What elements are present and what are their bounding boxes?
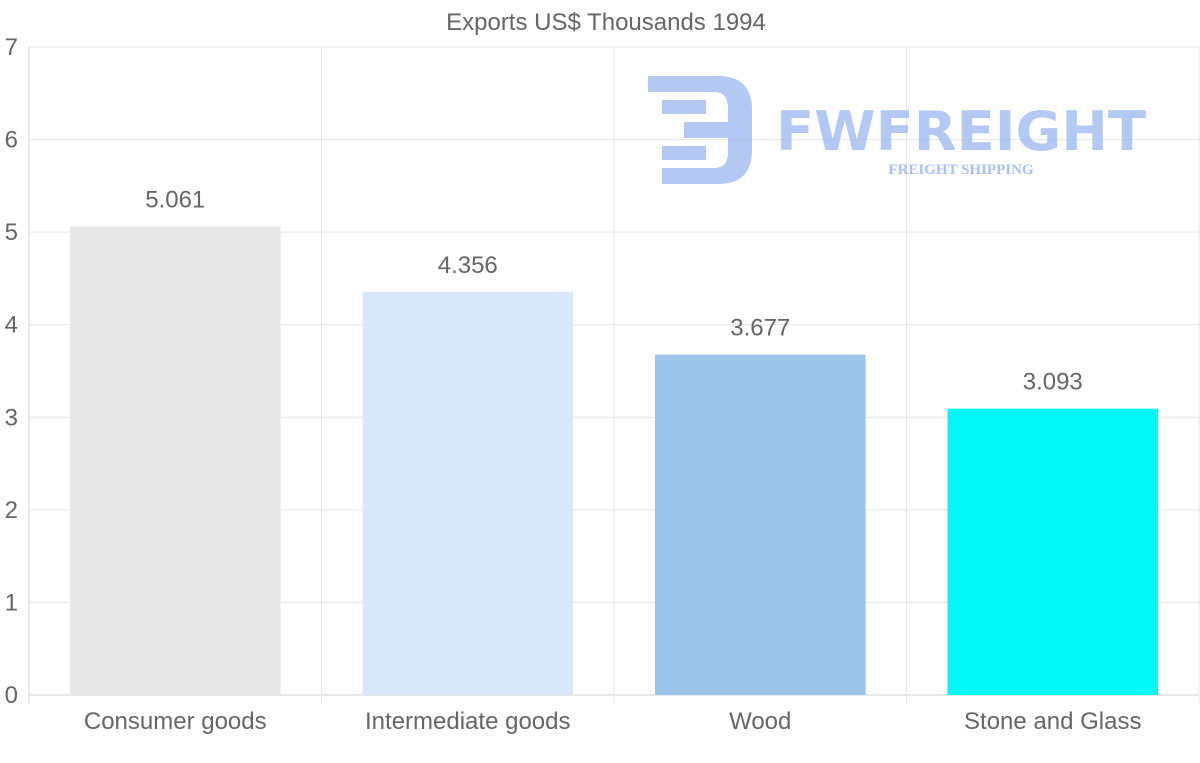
fwfreight-logo-mark bbox=[648, 76, 752, 184]
bar bbox=[69, 226, 281, 695]
bar bbox=[654, 354, 866, 695]
y-tick-label: 5 bbox=[5, 219, 18, 246]
y-tick-label: 6 bbox=[5, 127, 18, 154]
data-label: 4.356 bbox=[438, 252, 498, 279]
watermark-tagline: FREIGHT SHIPPING bbox=[888, 162, 1033, 178]
y-tick-label: 4 bbox=[5, 312, 18, 339]
y-axis-ticks: 0 1 2 3 4 5 6 7 bbox=[5, 34, 18, 709]
chart-title: Exports US$ Thousands 1994 bbox=[446, 9, 766, 36]
bar bbox=[947, 408, 1159, 695]
x-tick-label: Intermediate goods bbox=[365, 708, 570, 735]
data-labels: 5.061 4.356 3.677 3.093 bbox=[145, 186, 1083, 395]
x-tick-label: Wood bbox=[729, 708, 791, 735]
watermark-brand: FWFREIGHT bbox=[776, 100, 1146, 163]
y-tick-label: 2 bbox=[5, 497, 18, 524]
x-tick-label: Consumer goods bbox=[84, 708, 267, 735]
y-tick-label: 7 bbox=[5, 34, 18, 61]
data-label: 3.093 bbox=[1023, 369, 1083, 396]
data-label: 5.061 bbox=[145, 186, 205, 213]
y-tick-label: 1 bbox=[5, 589, 18, 616]
bar bbox=[362, 291, 574, 695]
fwfreight-watermark: FWFREIGHT FREIGHT SHIPPING bbox=[648, 76, 1146, 184]
x-tick-label: Stone and Glass bbox=[964, 708, 1141, 735]
x-axis-ticks: Consumer goods Intermediate goods Wood Ston… bbox=[84, 708, 1142, 735]
data-label: 3.677 bbox=[730, 315, 790, 342]
y-tick-label: 0 bbox=[5, 682, 18, 709]
y-tick-label: 3 bbox=[5, 404, 18, 431]
bars bbox=[69, 226, 1159, 695]
